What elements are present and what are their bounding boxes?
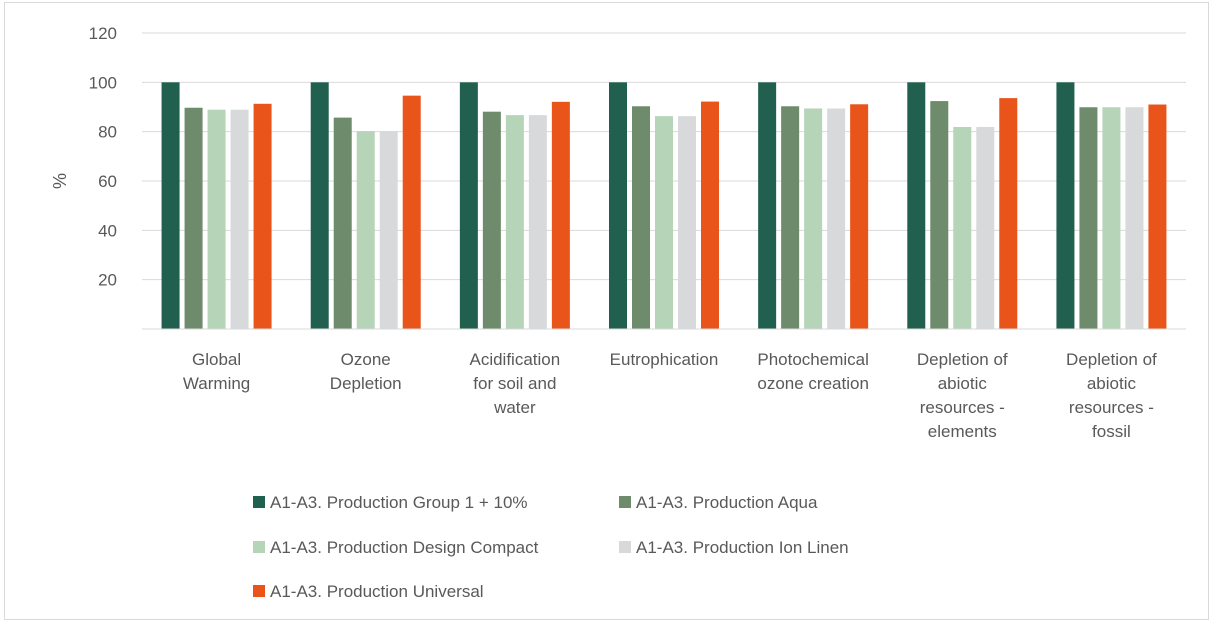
legend-swatch: [253, 585, 265, 597]
bar: [678, 116, 696, 329]
legend: A1-A3. Production Group 1 + 10% A1-A3. Pr…: [253, 493, 849, 601]
y-axis-label: %: [50, 173, 70, 189]
bar: [402, 95, 421, 329]
bar: [953, 126, 972, 329]
bar: [1125, 107, 1144, 329]
category-label: Global Warming: [183, 350, 250, 393]
category-label-line: Eutrophication: [610, 350, 719, 369]
bar: [379, 131, 398, 329]
bar: [609, 82, 627, 329]
y-tick-label: 100: [89, 73, 117, 92]
legend-label: A1-A3. Production Aqua: [636, 493, 818, 512]
category-label-line: ozone creation: [757, 374, 869, 393]
y-tick-label: 20: [98, 271, 117, 290]
bar: [505, 115, 524, 329]
legend-swatch: [619, 496, 631, 508]
category-label-line: resources -: [1069, 398, 1154, 417]
legend-label: A1-A3. Production Ion Linen: [636, 538, 849, 557]
legend-swatch: [619, 541, 631, 553]
category-label-line: fossil: [1092, 422, 1131, 441]
y-axis-ticks: 20 40 60 80 100 120: [89, 24, 117, 290]
bar: [999, 98, 1018, 330]
y-tick-label: 120: [89, 24, 117, 43]
y-tick-label: 40: [98, 221, 117, 240]
category-label-line: for soil and: [473, 374, 556, 393]
category-label-line: resources -: [920, 398, 1005, 417]
bar: [1148, 104, 1167, 330]
bar: [781, 106, 800, 329]
bar: [459, 82, 478, 329]
legend-label: A1-A3. Production Universal: [270, 582, 484, 601]
bar: [253, 103, 272, 329]
legend-label: A1-A3. Production Design Compact: [270, 538, 539, 557]
category-label-line: Depletion: [330, 374, 402, 393]
category-labels: Global Warming Ozone Depletion Acidification…: [183, 350, 1157, 441]
legend-swatch: [253, 496, 265, 508]
category-label-line: water: [493, 398, 536, 417]
legend-swatch: [253, 541, 265, 553]
category-label-line: Global: [192, 350, 241, 369]
category-label-line: abiotic: [938, 374, 988, 393]
legend-label: A1-A3. Production Group 1 + 10%: [270, 493, 528, 512]
category-label: Depletion of abiotic resources - elements: [917, 350, 1008, 441]
bar: [850, 104, 869, 329]
bar: [528, 115, 547, 329]
bar: [482, 111, 501, 329]
bar: [1102, 107, 1121, 329]
category-label-line: Ozone: [341, 350, 391, 369]
bar: [907, 82, 926, 329]
category-label: Eutrophication: [610, 350, 719, 369]
bar: [1079, 107, 1098, 329]
y-tick-label: 60: [98, 172, 117, 191]
bar: [930, 101, 949, 329]
bar: [701, 101, 719, 329]
bar: [356, 131, 375, 329]
category-label: Depletion of abiotic resources - fossil: [1066, 350, 1157, 441]
category-label-line: elements: [928, 422, 997, 441]
category-label: Acidification for soil and water: [469, 350, 560, 417]
category-label-line: Warming: [183, 374, 250, 393]
y-tick-label: 80: [98, 123, 117, 142]
bar: [827, 108, 846, 329]
bar: [551, 101, 570, 329]
category-label: Photochemical ozone creation: [757, 350, 869, 393]
bar: [230, 109, 249, 329]
category-label: Ozone Depletion: [330, 350, 402, 393]
bar: [655, 116, 673, 329]
bar: [333, 117, 352, 330]
category-label-line: Photochemical: [757, 350, 869, 369]
bar: [804, 108, 823, 329]
category-label-line: Acidification: [469, 350, 560, 369]
bar: [758, 82, 777, 329]
bar: [1056, 82, 1075, 329]
bar: [184, 107, 203, 330]
bar: [161, 82, 180, 329]
category-label-line: Depletion of: [917, 350, 1008, 369]
category-label-line: abiotic: [1087, 374, 1137, 393]
bar: [976, 126, 995, 329]
bars: [161, 82, 1167, 330]
category-label-line: Depletion of: [1066, 350, 1157, 369]
bar: [632, 106, 650, 329]
bar: [207, 109, 226, 329]
bar: [310, 82, 329, 329]
